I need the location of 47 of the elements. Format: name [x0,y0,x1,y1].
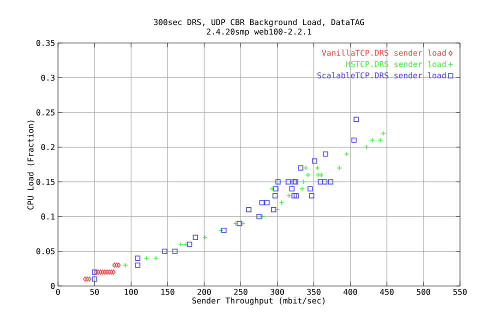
point [351,138,357,143]
point [322,179,328,184]
point [221,228,227,234]
point [309,193,314,198]
point [202,234,208,240]
point [112,270,116,275]
point [264,200,270,206]
point [318,179,323,184]
point [286,179,291,184]
point [305,172,311,178]
point [291,193,297,198]
point [298,165,304,171]
point [322,151,328,157]
point [172,248,178,254]
point [256,214,262,220]
point [135,262,140,268]
point [116,262,121,268]
point [275,179,281,184]
point [308,186,313,192]
point [271,207,276,212]
point [300,179,306,184]
point [114,262,119,268]
point [218,228,224,234]
point [328,179,334,184]
point [236,220,242,226]
point [135,256,140,261]
point [273,186,278,192]
point [92,276,98,282]
point [259,200,265,206]
point [186,242,192,247]
point [240,220,246,226]
point [294,193,299,198]
point [318,172,324,178]
point [104,270,110,275]
point [336,165,342,171]
point [314,165,320,171]
point [112,262,116,268]
point [192,234,198,240]
point [96,270,100,275]
point [289,186,294,192]
point [162,248,168,254]
point [364,144,370,150]
point [233,220,238,226]
point [354,116,359,122]
point [246,207,252,212]
point [312,158,318,164]
point [272,193,278,198]
